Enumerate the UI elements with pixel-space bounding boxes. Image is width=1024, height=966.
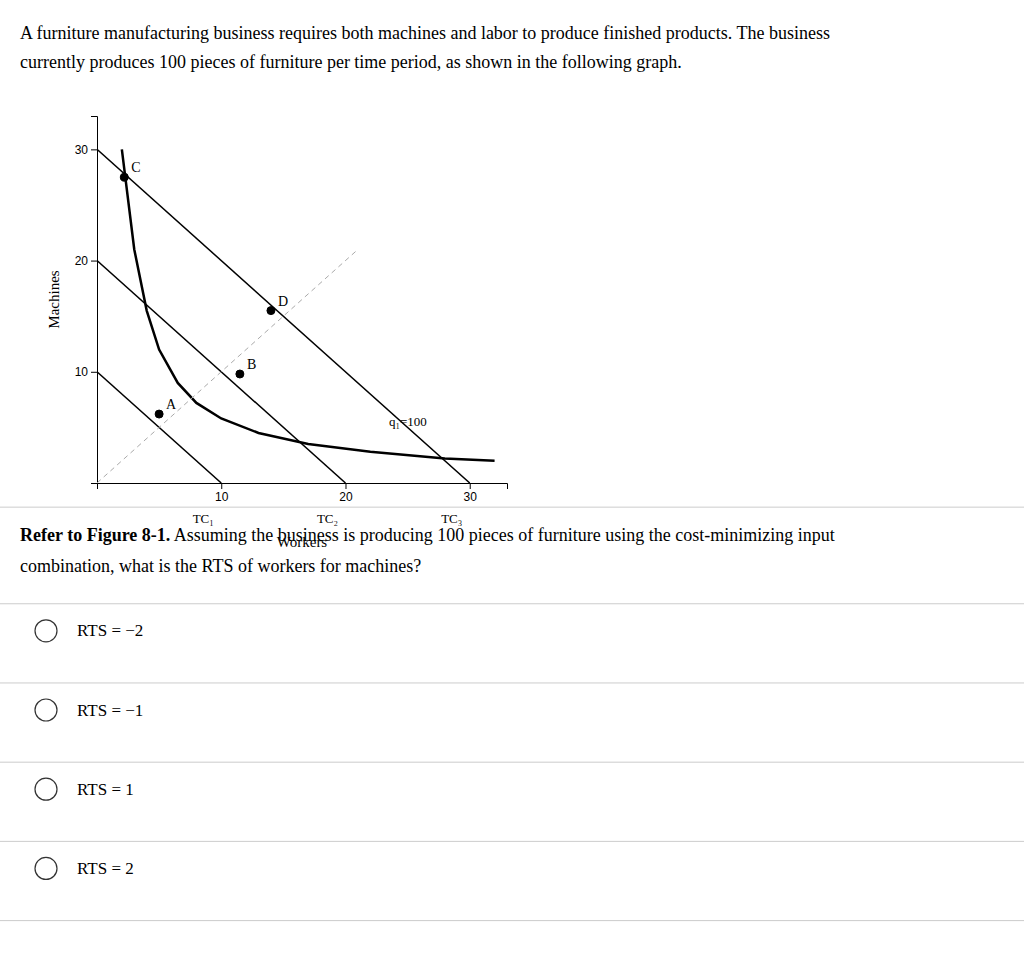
tick: 10 (215, 483, 229, 504)
tick-label: 10 (75, 365, 89, 379)
option-text[interactable]: RTS = −2 (77, 621, 143, 640)
radio-button[interactable] (35, 778, 57, 800)
y-axis-title: Machines (46, 270, 62, 328)
point-label: A (166, 397, 177, 412)
tick: 30 (75, 143, 97, 157)
option-text[interactable]: RTS = 2 (77, 859, 134, 878)
question-text: combination, what is the RTS of workers … (20, 556, 421, 576)
point (120, 173, 128, 181)
x-axis: 10 20 30 (98, 483, 508, 504)
tick-mark (345, 483, 346, 489)
question: Refer to Figure 8-1. Assuming the busine… (20, 525, 835, 545)
tick: 10 (75, 365, 97, 379)
separator (0, 762, 1024, 763)
tick-label: 10 (215, 490, 229, 504)
separator (0, 682, 1024, 683)
tick-mark (470, 483, 471, 489)
tick-mark (91, 261, 97, 262)
tick-label: 30 (75, 143, 89, 157)
page: A furniture manufacturing business requi… (0, 0, 1024, 966)
intro-text: A furniture manufacturing business requi… (20, 23, 830, 43)
point-label: B (247, 357, 256, 372)
isocost-line (97, 149, 470, 483)
question-bold: Refer to Figure 8-1. (20, 525, 170, 545)
option-text[interactable]: RTS = 1 (77, 780, 134, 799)
axis-line (91, 117, 98, 484)
tick-mark (91, 372, 97, 373)
plot-marks (97, 149, 495, 483)
isocost-label: TC₁ (193, 511, 214, 526)
axis-line (98, 484, 508, 490)
separator (0, 507, 1024, 508)
plot-labels: TC₁ TC₂ TC₃ A B C Dq₁=100 (131, 160, 462, 526)
tick-label: 20 (339, 490, 353, 504)
tick: 20 (75, 254, 97, 268)
tick: 30 (464, 483, 478, 504)
tick-label: 30 (464, 490, 478, 504)
isocost-label: TC₃ (441, 511, 462, 526)
option-text[interactable]: RTS = −1 (77, 701, 143, 720)
tick-label: 20 (75, 254, 89, 268)
isoquant-label: q₁=100 (389, 414, 427, 429)
point (267, 307, 275, 315)
tick: 20 (339, 483, 353, 504)
point (236, 370, 244, 378)
radio-button[interactable] (35, 699, 57, 721)
intro-text: currently produces 100 pieces of furnitu… (20, 52, 682, 72)
isocost-label: TC₂ (317, 511, 338, 526)
y-axis: 10 20 30 (75, 117, 98, 484)
separator (0, 603, 1024, 604)
point-label: C (131, 160, 140, 175)
isoquant-line (122, 149, 495, 460)
separator (0, 920, 1024, 921)
expansion-path (97, 249, 358, 483)
tick-mark (221, 483, 222, 489)
radio-button[interactable] (35, 620, 57, 642)
point-label: D (278, 294, 288, 309)
tick-mark (91, 149, 97, 150)
question-text: Assuming the business is producing 100 p… (170, 525, 834, 545)
separator (0, 841, 1024, 842)
radio-button[interactable] (35, 857, 57, 879)
point (155, 410, 163, 418)
